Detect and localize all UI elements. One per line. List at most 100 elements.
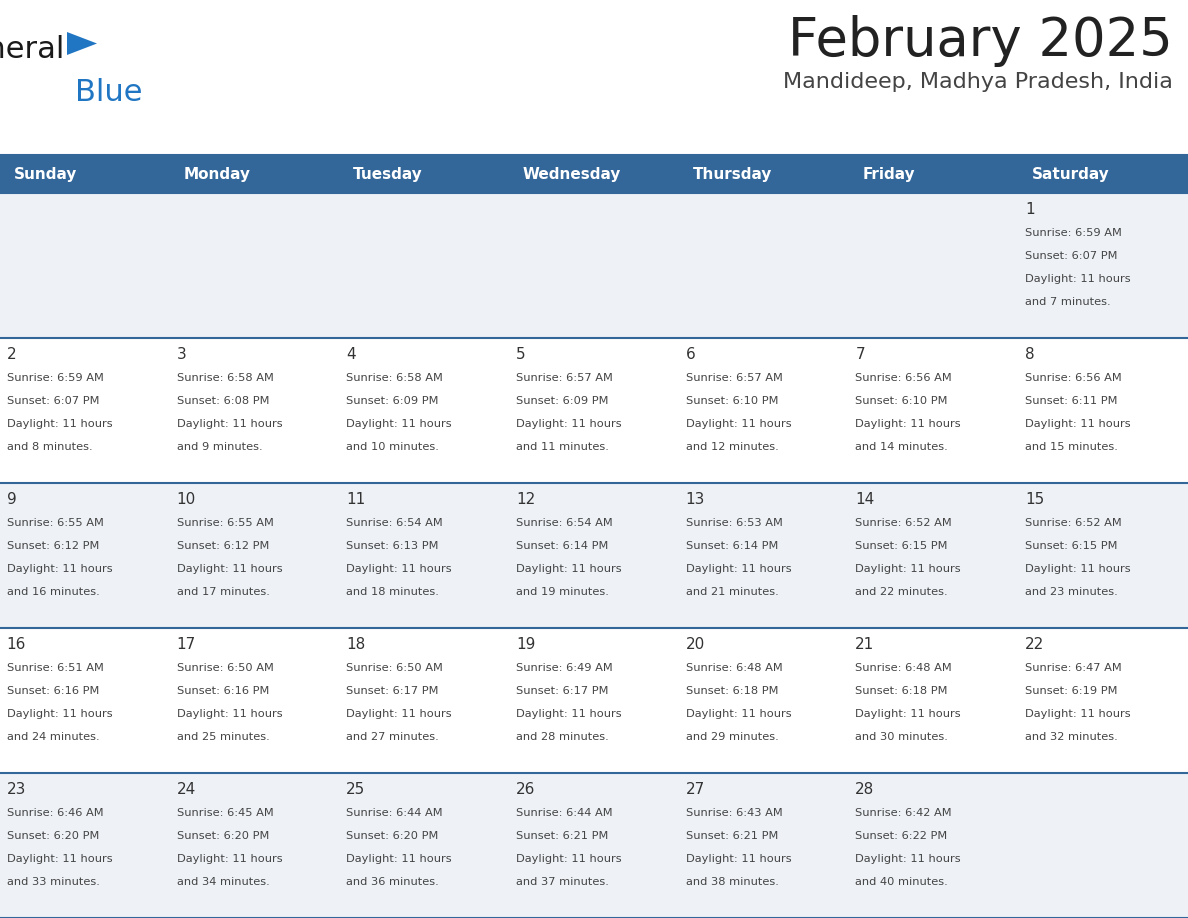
Text: Daylight: 11 hours: Daylight: 11 hours [7, 420, 113, 430]
Text: Daylight: 11 hours: Daylight: 11 hours [516, 710, 621, 719]
Text: Sunset: 6:20 PM: Sunset: 6:20 PM [346, 831, 438, 841]
Text: and 22 minutes.: and 22 minutes. [855, 588, 948, 598]
Text: 22: 22 [1025, 637, 1044, 652]
Text: Sunset: 6:17 PM: Sunset: 6:17 PM [346, 686, 438, 696]
Text: Sunrise: 6:47 AM: Sunrise: 6:47 AM [1025, 663, 1121, 673]
Text: Sunset: 6:22 PM: Sunset: 6:22 PM [855, 831, 948, 841]
Text: Sunrise: 6:48 AM: Sunrise: 6:48 AM [855, 663, 952, 673]
Polygon shape [67, 32, 97, 55]
Text: Sunset: 6:19 PM: Sunset: 6:19 PM [1025, 686, 1118, 696]
Text: Sunrise: 6:55 AM: Sunrise: 6:55 AM [177, 518, 273, 528]
Text: and 16 minutes.: and 16 minutes. [7, 588, 100, 598]
Text: and 37 minutes.: and 37 minutes. [516, 878, 608, 888]
Text: and 7 minutes.: and 7 minutes. [1025, 297, 1111, 308]
Text: Sunset: 6:16 PM: Sunset: 6:16 PM [7, 686, 99, 696]
Text: Thursday: Thursday [693, 166, 772, 182]
Text: 19: 19 [516, 637, 536, 652]
Text: Daylight: 11 hours: Daylight: 11 hours [855, 855, 961, 864]
Text: and 9 minutes.: and 9 minutes. [177, 442, 263, 453]
Text: Daylight: 11 hours: Daylight: 11 hours [855, 565, 961, 574]
Text: 4: 4 [346, 347, 356, 362]
Text: Sunset: 6:18 PM: Sunset: 6:18 PM [855, 686, 948, 696]
Text: Sunset: 6:16 PM: Sunset: 6:16 PM [177, 686, 268, 696]
Text: and 11 minutes.: and 11 minutes. [516, 442, 608, 453]
Text: and 25 minutes.: and 25 minutes. [177, 733, 270, 743]
Text: Daylight: 11 hours: Daylight: 11 hours [1025, 710, 1131, 719]
Bar [0, 483, 1188, 628]
Text: Daylight: 11 hours: Daylight: 11 hours [516, 855, 621, 864]
Text: Daylight: 11 hours: Daylight: 11 hours [516, 565, 621, 574]
Text: Friday: Friday [862, 166, 915, 182]
Text: Monday: Monday [183, 166, 251, 182]
Text: Blue: Blue [75, 78, 143, 107]
Text: Sunrise: 6:49 AM: Sunrise: 6:49 AM [516, 663, 613, 673]
Text: and 33 minutes.: and 33 minutes. [7, 878, 100, 888]
Text: Sunrise: 6:50 AM: Sunrise: 6:50 AM [346, 663, 443, 673]
Bar [0, 773, 1188, 918]
Text: Sunrise: 6:48 AM: Sunrise: 6:48 AM [685, 663, 783, 673]
Text: Sunset: 6:07 PM: Sunset: 6:07 PM [1025, 251, 1118, 261]
Text: 7: 7 [855, 347, 865, 362]
Text: Sunrise: 6:52 AM: Sunrise: 6:52 AM [855, 518, 952, 528]
Text: and 29 minutes.: and 29 minutes. [685, 733, 778, 743]
Text: Sunrise: 6:46 AM: Sunrise: 6:46 AM [7, 808, 103, 818]
Text: Sunrise: 6:50 AM: Sunrise: 6:50 AM [177, 663, 273, 673]
Text: General: General [0, 36, 65, 64]
Text: 11: 11 [346, 492, 366, 507]
Text: and 15 minutes.: and 15 minutes. [1025, 442, 1118, 453]
Text: and 34 minutes.: and 34 minutes. [177, 878, 270, 888]
Text: Daylight: 11 hours: Daylight: 11 hours [685, 565, 791, 574]
Text: Sunset: 6:12 PM: Sunset: 6:12 PM [7, 541, 99, 551]
Text: 20: 20 [685, 637, 704, 652]
Text: Sunday: Sunday [13, 166, 77, 182]
Text: Sunset: 6:10 PM: Sunset: 6:10 PM [855, 396, 948, 406]
Text: Sunrise: 6:43 AM: Sunrise: 6:43 AM [685, 808, 783, 818]
Text: Sunrise: 6:58 AM: Sunrise: 6:58 AM [346, 373, 443, 383]
Text: and 18 minutes.: and 18 minutes. [346, 588, 440, 598]
Text: Daylight: 11 hours: Daylight: 11 hours [177, 855, 282, 864]
Text: Daylight: 11 hours: Daylight: 11 hours [685, 420, 791, 430]
Text: Sunrise: 6:55 AM: Sunrise: 6:55 AM [7, 518, 103, 528]
Text: Sunrise: 6:44 AM: Sunrise: 6:44 AM [346, 808, 443, 818]
Text: and 21 minutes.: and 21 minutes. [685, 588, 778, 598]
Text: Daylight: 11 hours: Daylight: 11 hours [7, 710, 113, 719]
Text: and 14 minutes.: and 14 minutes. [855, 442, 948, 453]
Text: Daylight: 11 hours: Daylight: 11 hours [177, 710, 282, 719]
Text: Sunset: 6:15 PM: Sunset: 6:15 PM [1025, 541, 1118, 551]
Bar [0, 193, 1188, 338]
Text: 6: 6 [685, 347, 695, 362]
Text: Daylight: 11 hours: Daylight: 11 hours [7, 565, 113, 574]
Text: Daylight: 11 hours: Daylight: 11 hours [7, 855, 113, 864]
Text: and 30 minutes.: and 30 minutes. [855, 733, 948, 743]
Text: Sunset: 6:21 PM: Sunset: 6:21 PM [516, 831, 608, 841]
Text: Sunrise: 6:58 AM: Sunrise: 6:58 AM [177, 373, 273, 383]
Text: Sunset: 6:20 PM: Sunset: 6:20 PM [177, 831, 268, 841]
Text: 28: 28 [855, 782, 874, 797]
Text: 3: 3 [177, 347, 187, 362]
Text: Sunrise: 6:53 AM: Sunrise: 6:53 AM [685, 518, 783, 528]
Text: 21: 21 [855, 637, 874, 652]
Text: Daylight: 11 hours: Daylight: 11 hours [346, 855, 451, 864]
Text: 10: 10 [177, 492, 196, 507]
Text: Wednesday: Wednesday [523, 166, 621, 182]
Text: Daylight: 11 hours: Daylight: 11 hours [855, 420, 961, 430]
Text: 25: 25 [346, 782, 366, 797]
Text: 1: 1 [1025, 202, 1035, 217]
Text: 23: 23 [7, 782, 26, 797]
Text: Sunset: 6:17 PM: Sunset: 6:17 PM [516, 686, 608, 696]
Text: Mandideep, Madhya Pradesh, India: Mandideep, Madhya Pradesh, India [783, 72, 1173, 92]
Text: Saturday: Saturday [1032, 166, 1110, 182]
Text: 5: 5 [516, 347, 525, 362]
Text: Sunset: 6:11 PM: Sunset: 6:11 PM [1025, 396, 1118, 406]
Text: and 38 minutes.: and 38 minutes. [685, 878, 778, 888]
Text: 16: 16 [7, 637, 26, 652]
Text: 26: 26 [516, 782, 536, 797]
Text: Sunset: 6:08 PM: Sunset: 6:08 PM [177, 396, 268, 406]
Text: February 2025: February 2025 [789, 15, 1173, 67]
Text: Sunset: 6:14 PM: Sunset: 6:14 PM [685, 541, 778, 551]
Bar [0, 338, 1188, 483]
Text: Daylight: 11 hours: Daylight: 11 hours [1025, 565, 1131, 574]
Text: Daylight: 11 hours: Daylight: 11 hours [855, 710, 961, 719]
Text: 15: 15 [1025, 492, 1044, 507]
Text: Tuesday: Tuesday [353, 166, 423, 182]
